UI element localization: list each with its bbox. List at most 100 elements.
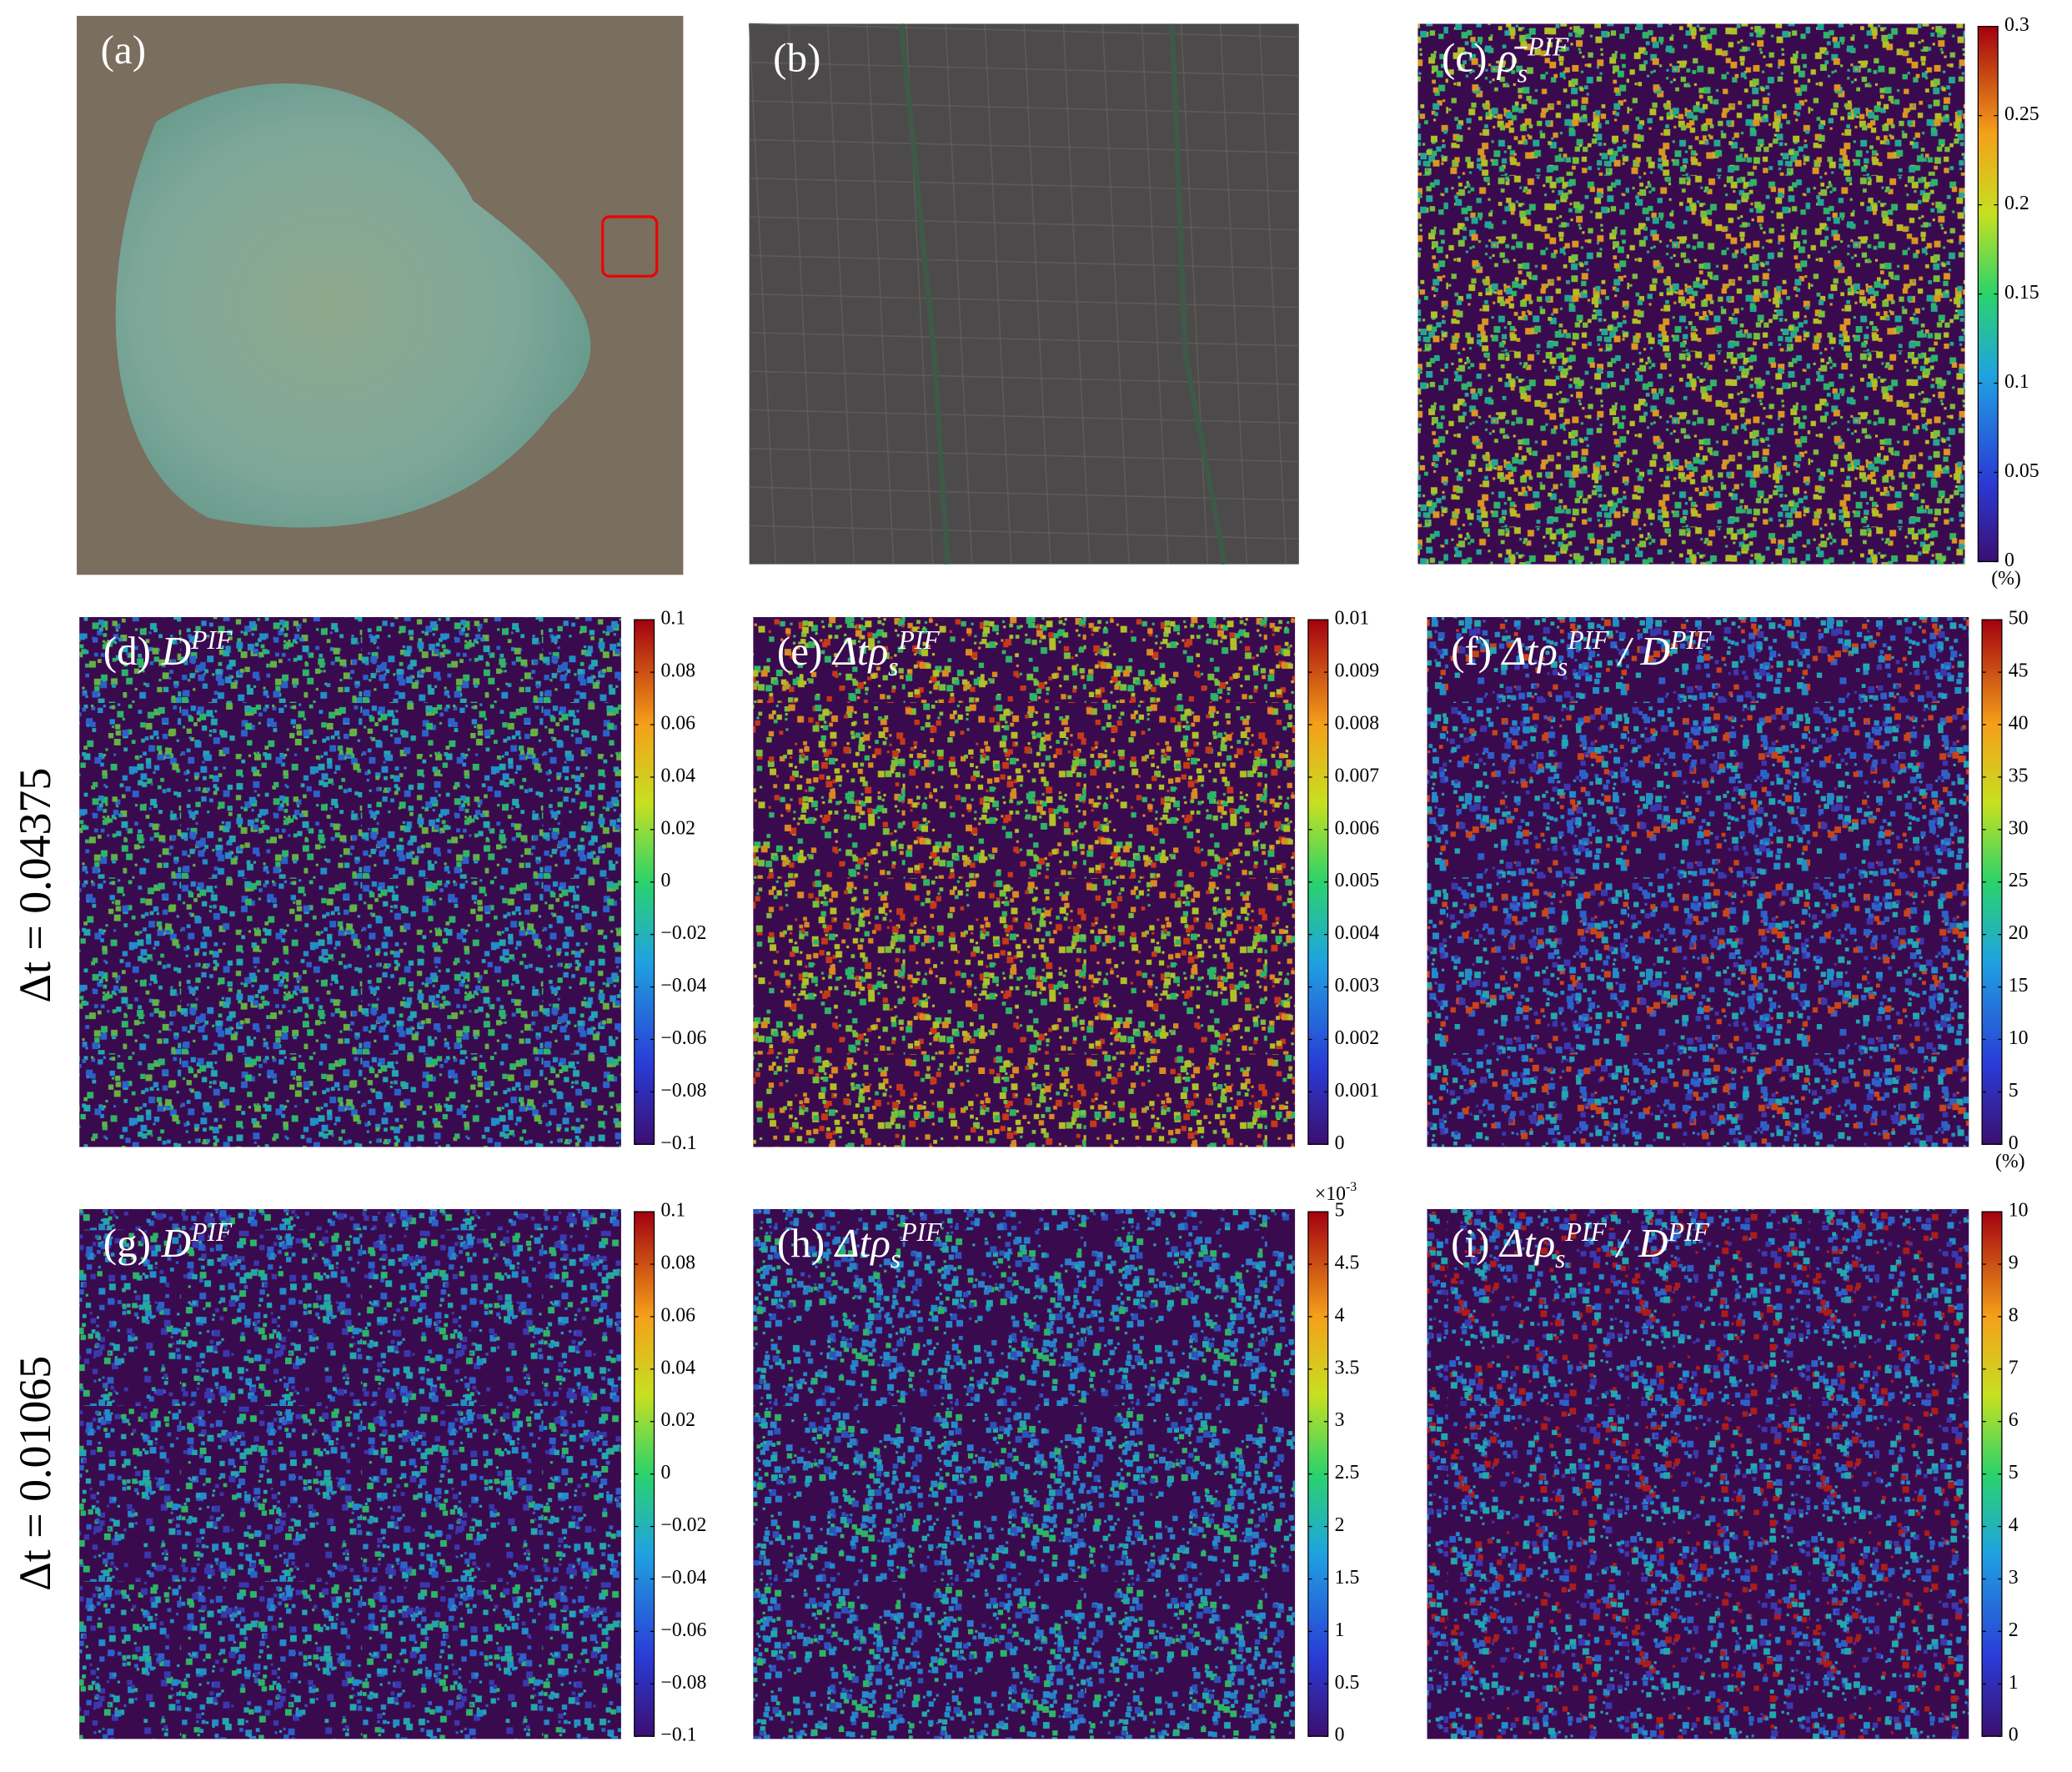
- colorbar-tick-label: −0.08: [660, 1080, 706, 1102]
- colorbar-tick-label: −0.1: [660, 1132, 696, 1154]
- road: [749, 409, 1299, 424]
- title-part: PIF: [190, 625, 233, 655]
- colorbar-tick-label: 0: [2009, 1724, 2019, 1746]
- colorbar-tick-label: 0.15: [2004, 282, 2039, 304]
- colorbar-tick-label: 0.04: [660, 1357, 695, 1378]
- colorbar-multiplier: ×10-3: [1315, 1180, 1357, 1205]
- panel-label: (f) ΔtρsPIF / DPIF: [1451, 625, 1712, 681]
- panel-letter: (h): [777, 1220, 825, 1266]
- colorbar-tick-label: −0.04: [660, 975, 706, 996]
- panel-letter: (e): [777, 628, 823, 674]
- colorbar-tick-label: 0.007: [1335, 765, 1380, 786]
- colorbar-tick-label: 0: [1335, 1132, 1345, 1154]
- title-part: D: [161, 628, 191, 674]
- canal: [1169, 23, 1228, 565]
- heatmap-pixels: [753, 1208, 1296, 1739]
- heatmap-pixels: [1417, 23, 1965, 565]
- colorbar-tick-label: 0: [1335, 1724, 1345, 1746]
- colorbar-tick-label: 0.06: [660, 712, 695, 734]
- multiplier-exponent: -3: [1346, 1180, 1357, 1194]
- colorbar-tick-label: −0.02: [660, 922, 706, 944]
- colorbar-tick-label: 0.5: [1335, 1672, 1360, 1694]
- colorbar-tick-label: 0.002: [1335, 1027, 1379, 1049]
- colorbar-tick-label: 0.004: [1335, 922, 1380, 944]
- title-part: / D: [1607, 1220, 1668, 1266]
- colorbar-tick-label: −0.04: [660, 1567, 706, 1589]
- colorbar-tick-label: 0.005: [1335, 870, 1379, 891]
- title-part: s: [1555, 1244, 1565, 1273]
- heatmap-pixels: [1427, 1208, 1969, 1739]
- panel-label: (d) DPIF: [103, 625, 233, 674]
- colorbar-tick-label: 0.1: [660, 608, 685, 630]
- lake: [115, 83, 591, 528]
- colorbar-tick-label: 0.3: [2004, 14, 2029, 36]
- colorbar-tick-label: −0.06: [660, 1619, 706, 1641]
- title-part: Δtρ: [834, 1220, 891, 1266]
- colorbar-tick-label: 1.5: [1335, 1567, 1360, 1589]
- panel-letter: (b): [773, 35, 820, 81]
- road: [749, 254, 1299, 269]
- colorbar-tick-label: 3.5: [1335, 1357, 1360, 1378]
- colorbar-tick-label: 0: [660, 1462, 670, 1483]
- road: [749, 332, 1299, 347]
- colorbar-tick-label: 1: [2009, 1672, 2019, 1694]
- road: [749, 216, 1299, 231]
- colorbar-tick-label: −0.06: [660, 1027, 706, 1049]
- title-part: PIF: [897, 625, 940, 655]
- road: [1180, 23, 1209, 565]
- heatmap-pixels: [79, 617, 621, 1147]
- road: [749, 100, 1299, 115]
- panel-label: (a): [101, 27, 147, 73]
- title-part: D: [161, 1220, 191, 1266]
- multiplier-base: ×10: [1315, 1184, 1346, 1206]
- colorbar-tick-label: 30: [2009, 817, 2029, 839]
- colorbar-tick-label: 50: [2009, 608, 2029, 630]
- colorbar-tick-label: 0: [2009, 1132, 2019, 1154]
- colorbar-tick-label: 5: [2009, 1080, 2019, 1102]
- road: [787, 23, 816, 565]
- colorbar-tick-label: −0.1: [660, 1724, 696, 1746]
- colorbar-tick-label: 2.5: [1335, 1462, 1360, 1483]
- road: [984, 23, 1012, 565]
- road: [1062, 23, 1091, 565]
- title-part: PIF: [190, 1217, 233, 1247]
- colorbar-tick-label: 1: [1335, 1619, 1345, 1641]
- colorbar-tick-label: 0.01: [1335, 608, 1370, 630]
- colorbar-tick-label: 3: [1335, 1409, 1345, 1431]
- colorbar-tick-label: 0.009: [1335, 660, 1379, 682]
- title-part: Δtρ: [831, 628, 888, 674]
- panel-letter: (g): [103, 1220, 151, 1266]
- colorbar-tick-label: 0.04: [660, 765, 695, 786]
- panel-label: (g) DPIF: [103, 1217, 233, 1266]
- colorbar-tick-label: 10: [2009, 1200, 2029, 1222]
- colorbar-tick-label: 20: [2009, 922, 2029, 944]
- colorbar-unit: (%): [1995, 1151, 2025, 1172]
- road: [749, 293, 1299, 309]
- road: [866, 23, 895, 565]
- title-part: Δtρ: [1501, 628, 1558, 674]
- colorbar-tick-label: 0.08: [660, 660, 695, 682]
- colorbar-tick-label: 0.006: [1335, 817, 1380, 839]
- colorbar-tick-label: 7: [2009, 1357, 2019, 1378]
- title-part: / D: [1608, 628, 1670, 674]
- colorbar-tick-label: 0.001: [1335, 1080, 1379, 1102]
- colorbar-tick-label: 2: [2009, 1619, 2019, 1641]
- panel-letter: (i): [1451, 1220, 1489, 1266]
- colorbar-tick-label: 0.003: [1335, 975, 1379, 996]
- title-part: PIF: [900, 1217, 942, 1247]
- colorbar-tick-label: 45: [2009, 660, 2029, 682]
- colorbar-tick-label: 2: [1335, 1514, 1345, 1536]
- heatmap-pixels: [1427, 617, 1969, 1147]
- colorbar-tick-label: 25: [2009, 870, 2029, 891]
- colorbar-unit: (%): [1991, 568, 2021, 590]
- colorbar-tick-label: 0.2: [2004, 193, 2029, 214]
- colorbar-tick-label: −0.02: [660, 1514, 706, 1536]
- road: [1141, 23, 1169, 565]
- title-part: Δtρ: [1498, 1220, 1555, 1266]
- colorbar-tick-label: 10: [2009, 1027, 2029, 1049]
- row-label: Δt = 0.01065: [10, 1356, 60, 1591]
- colorbar-tick-label: 0: [2004, 550, 2014, 571]
- panel-label: (i) ΔtρsPIF / DPIF: [1451, 1217, 1709, 1273]
- colorbar-tick-label: 6: [2009, 1409, 2019, 1431]
